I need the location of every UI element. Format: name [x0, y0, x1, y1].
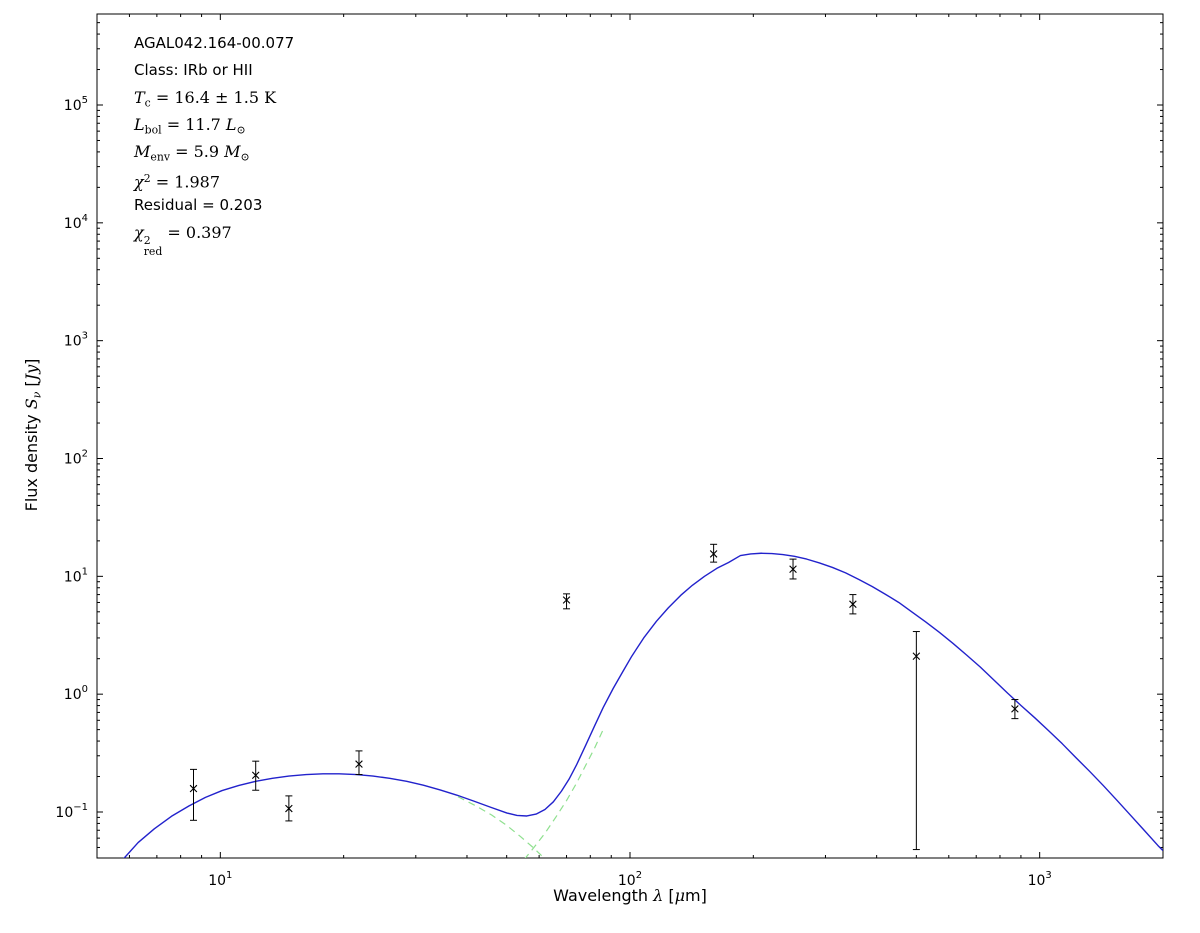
annotation-line-2: Tc = 16.4 ± 1.5 K	[134, 88, 277, 110]
annotation-line-3: Lbol = 11.7 L⊙	[134, 115, 246, 137]
svg-text:104: 104	[64, 213, 88, 232]
data-point	[251, 760, 260, 791]
svg-text:105: 105	[64, 95, 88, 114]
model-curves	[123, 552, 1163, 858]
data-point	[189, 768, 198, 821]
data-point	[912, 631, 921, 851]
data-point	[355, 750, 363, 776]
warm-component-curve	[457, 796, 545, 858]
svg-text:101: 101	[64, 566, 88, 585]
annotation-line-7: χ 2 red = 0.397	[134, 223, 232, 259]
data-point	[789, 558, 797, 580]
y-axis-label: Flux density Sν [Jy]	[22, 358, 44, 512]
model-total-curve	[123, 552, 1163, 858]
annotation-line-0: AGAL042.164-00.077	[134, 34, 295, 52]
fit-annotation-block: AGAL042.164-00.077 Class: IRb or HII Tc = …	[134, 30, 295, 259]
y-minor-ticks	[97, 22, 1163, 848]
data-point	[562, 593, 571, 610]
svg-text:100: 100	[64, 684, 88, 703]
x-tick-labels: 101 102 103	[208, 870, 1052, 889]
data-point	[709, 543, 718, 563]
annotation-line-1: Class: IRb or HII	[134, 61, 253, 79]
annotation-line-6: Residual = 0.203	[134, 196, 263, 214]
annotation-line-4: Menv = 5.9 M⊙	[134, 142, 250, 164]
svg-text:103: 103	[64, 331, 88, 350]
annotation-line-5: χ2 = 1.987	[134, 172, 221, 192]
data-point	[849, 594, 857, 615]
x-minor-ticks	[128, 14, 1022, 858]
photometry-points	[189, 543, 1019, 851]
y-major-ticks	[97, 104, 1163, 813]
x-major-ticks	[219, 14, 1041, 858]
y-tick-labels: 10−1 100 101 102 103 104 105	[55, 95, 88, 821]
svg-text:102: 102	[64, 449, 88, 468]
data-point	[1011, 699, 1019, 720]
x-axis-label: Wavelength λ [μm]	[553, 886, 707, 905]
data-point	[285, 795, 293, 822]
svg-text:10−1: 10−1	[55, 802, 88, 821]
